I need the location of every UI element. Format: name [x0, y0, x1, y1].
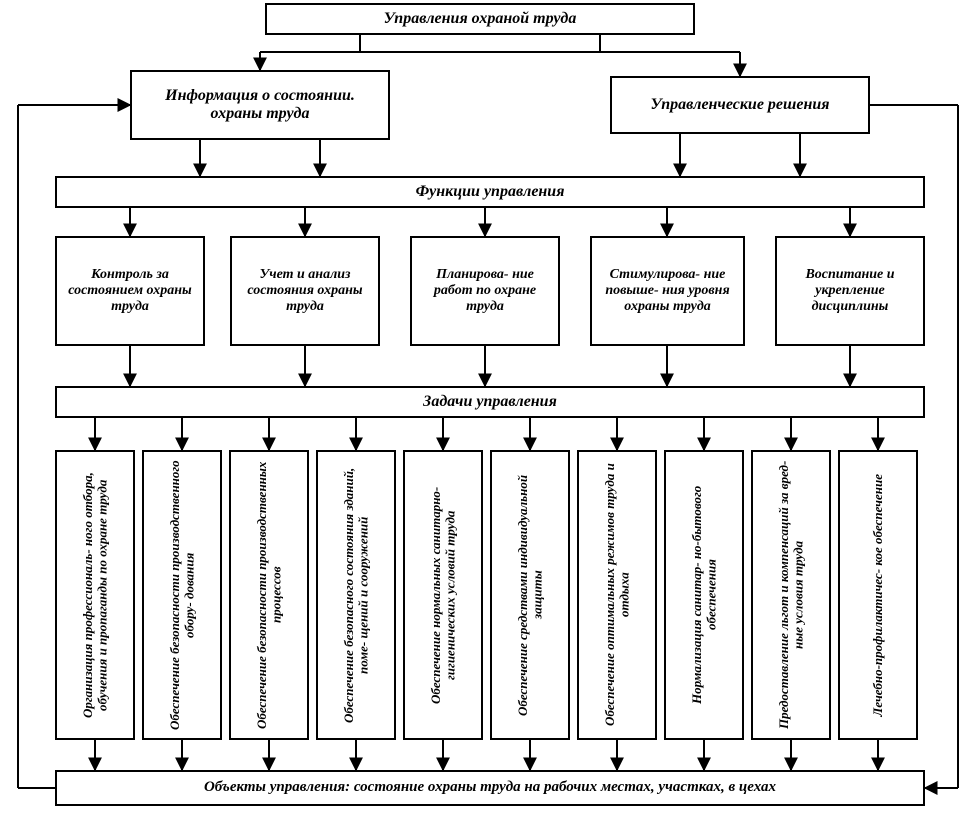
function-box: Контроль за состоянием охраны труда	[55, 236, 205, 346]
top-title: Управления охраной труда	[265, 3, 695, 35]
function-box: Учет и анализ состояния охраны труда	[230, 236, 380, 346]
task-box: Обеспечение нормальных санитарно-гигиени…	[403, 450, 483, 740]
task-box: Обеспечение средствами индивидуальной за…	[490, 450, 570, 740]
task-label: Предоставление льгот и компенсаций за вр…	[777, 456, 806, 734]
task-label: Обеспечение безопасности производственны…	[255, 456, 284, 734]
task-label: Обеспечение оптимальных режимов труда и …	[603, 456, 632, 734]
function-box: Стимулирова- ние повыше- ния уровня охра…	[590, 236, 745, 346]
task-box: Обеспечение безопасности производственно…	[142, 450, 222, 740]
task-box: Лечебно-профилактичес- кое обеспечение	[838, 450, 918, 740]
functions-bar: Функции управления	[55, 176, 925, 208]
task-label: Нормализация санитар- но-бытового обеспе…	[690, 456, 719, 734]
task-box: Обеспечение безопасности производственны…	[229, 450, 309, 740]
function-box: Планирова- ние работ по охране труда	[410, 236, 560, 346]
task-box: Нормализация санитар- но-бытового обеспе…	[664, 450, 744, 740]
task-label: Обеспечение безопасного состояния зданий…	[342, 456, 371, 734]
decisions-box: Управленческие решения	[610, 76, 870, 134]
task-box: Организация профессиональ- ного отбора, …	[55, 450, 135, 740]
task-label: Обеспечение нормальных санитарно-гигиени…	[429, 456, 458, 734]
objects-bar: Объекты управления: состояние охраны тру…	[55, 770, 925, 806]
task-label: Обеспечение безопасности производственно…	[168, 456, 197, 734]
task-box: Обеспечение безопасного состояния зданий…	[316, 450, 396, 740]
function-box: Воспитание и укрепление дисциплины	[775, 236, 925, 346]
task-box: Обеспечение оптимальных режимов труда и …	[577, 450, 657, 740]
tasks-bar: Задачи управления	[55, 386, 925, 418]
task-label: Лечебно-профилактичес- кое обеспечение	[871, 474, 885, 717]
info-box: Информация о состоянии. охраны труда	[130, 70, 390, 140]
task-label: Организация профессиональ- ного отбора, …	[81, 456, 110, 734]
task-label: Обеспечение средствами индивидуальной за…	[516, 456, 545, 734]
task-box: Предоставление льгот и компенсаций за вр…	[751, 450, 831, 740]
